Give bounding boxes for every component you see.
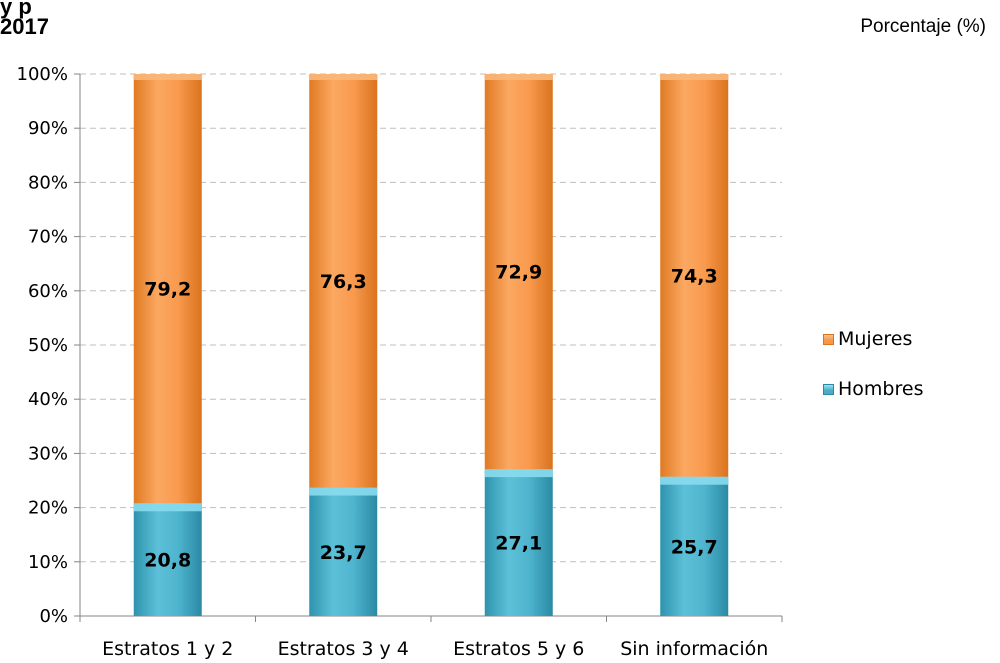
labels-layer: 20,8 79,2 23,7 76,3 27,1 72,9 25,7 74,3 bbox=[144, 262, 717, 572]
y-tick-label: 20% bbox=[28, 498, 68, 519]
y-tick-label: 30% bbox=[28, 443, 68, 464]
data-label-mujeres: 72,9 bbox=[495, 262, 542, 284]
bar-hombres-cap bbox=[484, 469, 553, 478]
y-tick-label: 10% bbox=[28, 552, 68, 573]
data-label-hombres: 25,7 bbox=[671, 536, 718, 558]
bar-mujeres-cap bbox=[309, 74, 378, 80]
bars-layer bbox=[133, 74, 729, 616]
data-label-hombres: 23,7 bbox=[320, 542, 367, 564]
y-tick-label: 0% bbox=[39, 606, 68, 627]
x-category-label: Estratos 3 y 4 bbox=[278, 638, 409, 660]
y-tick-label: 100% bbox=[17, 64, 68, 85]
bar-mujeres bbox=[484, 74, 553, 470]
y-tick-label: 40% bbox=[28, 389, 68, 410]
chart-title-fragment: y p bbox=[0, 0, 32, 19]
bar-hombres bbox=[309, 487, 378, 616]
bar-hombres-cap bbox=[309, 487, 378, 496]
bar-hombres bbox=[660, 476, 729, 616]
bar-mujeres bbox=[133, 74, 202, 504]
data-label-hombres: 20,8 bbox=[144, 550, 191, 572]
y-tick-label: 90% bbox=[28, 118, 68, 139]
data-label-mujeres: 76,3 bbox=[320, 271, 367, 293]
x-category-label: Estratos 5 y 6 bbox=[453, 638, 584, 660]
chart-title-year: 2017 bbox=[0, 14, 49, 39]
y-tick-label: 70% bbox=[28, 227, 68, 248]
axis-layer: 0% 10% 20% 30% 40% 50% 60% 70% 80% 90% 100% Estrato… bbox=[17, 64, 783, 660]
y-tick-label: 50% bbox=[28, 335, 68, 356]
data-label-mujeres: 79,2 bbox=[144, 279, 191, 301]
y-tick-label: 80% bbox=[28, 172, 68, 193]
bar-hombres-cap bbox=[660, 476, 729, 485]
data-label-mujeres: 74,3 bbox=[671, 265, 718, 287]
bar-mujeres-cap bbox=[660, 74, 729, 80]
bar-mujeres bbox=[309, 74, 378, 488]
legend-item-mujeres: Mujeres bbox=[823, 326, 923, 352]
bar-mujeres bbox=[660, 74, 729, 477]
bar-mujeres-cap bbox=[133, 74, 202, 80]
data-label-hombres: 27,1 bbox=[495, 533, 542, 555]
legend-label-hombres: Hombres bbox=[838, 378, 924, 400]
legend-swatch-hombres bbox=[823, 383, 834, 395]
legend: Mujeres Hombres bbox=[823, 326, 923, 426]
y-tick-label: 60% bbox=[28, 281, 68, 302]
legend-item-hombres: Hombres bbox=[823, 376, 923, 402]
bar-hombres bbox=[484, 469, 553, 616]
legend-label-mujeres: Mujeres bbox=[838, 328, 913, 350]
legend-swatch-mujeres bbox=[823, 333, 834, 345]
unit-label: Porcentaje (%) bbox=[860, 16, 986, 37]
bar-mujeres-cap bbox=[484, 74, 553, 80]
bar-hombres bbox=[133, 503, 202, 616]
x-category-label: Sin información bbox=[620, 638, 768, 660]
x-category-label: Estratos 1 y 2 bbox=[102, 638, 233, 660]
bar-hombres-cap bbox=[133, 503, 202, 512]
